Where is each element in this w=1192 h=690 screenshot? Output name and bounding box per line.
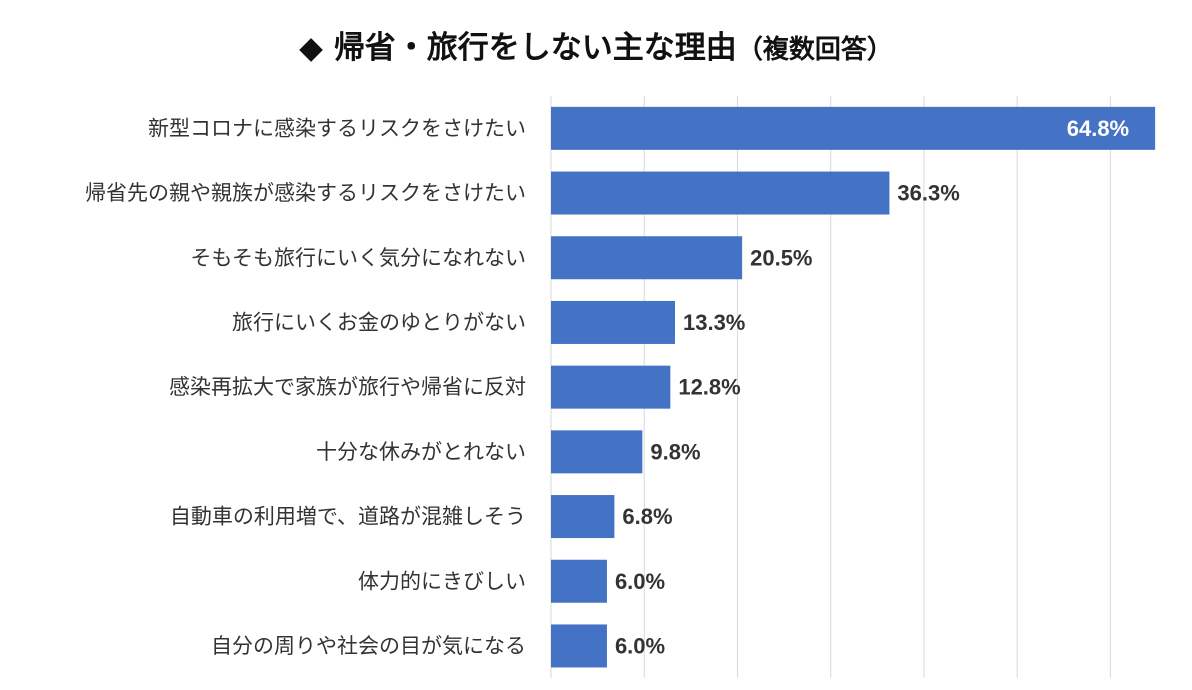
- bar: [551, 495, 615, 539]
- category-label: 自分の周りや社会の目が気になる: [211, 634, 526, 658]
- value-label: 13.3%: [683, 310, 745, 335]
- bar: [551, 624, 607, 668]
- chart-title: ◆ 帰省・旅行をしない主な理由（複数回答）: [0, 22, 1192, 67]
- category-labels: 新型コロナに感染するリスクをさけたい帰省先の親や親族が感染するリスクをさけたいそ…: [85, 116, 526, 658]
- category-label: そもそも旅行にいく気分になれない: [190, 246, 526, 270]
- value-label: 12.8%: [678, 375, 740, 400]
- category-label: 体力的にきびしい: [358, 569, 526, 593]
- value-labels: 64.8% 36.3% 20.5% 13.3% 12.8% 9.8% 6.8% 6.0% 6.0…: [615, 116, 1129, 659]
- value-label: 9.8%: [650, 439, 700, 464]
- category-label: 十分な休みがとれない: [316, 440, 526, 464]
- title-text: 帰省・旅行をしない主な理由: [333, 30, 737, 66]
- title-marker: ◆: [299, 30, 324, 66]
- category-label: 帰省先の親や親族が感染するリスクをさけたい: [85, 181, 526, 205]
- bar: [551, 430, 643, 474]
- category-label: 自動車の利用増で、道路が混雑しそう: [170, 505, 526, 529]
- bar: [551, 106, 1156, 150]
- category-label: 感染再拡大で家族が旅行や帰省に反対: [169, 375, 526, 399]
- value-label: 20.5%: [750, 245, 812, 270]
- value-label: 6.8%: [622, 504, 672, 529]
- bars: [551, 106, 1156, 668]
- category-label: 旅行にいくお金のゆとりがない: [232, 310, 526, 334]
- bar: [551, 559, 607, 603]
- bar: [551, 171, 890, 215]
- bar: [551, 300, 675, 344]
- category-label: 新型コロナに感染するリスクをさけたい: [148, 116, 526, 140]
- value-label: 36.3%: [897, 181, 959, 206]
- bar: [551, 236, 743, 280]
- bar: [551, 365, 671, 409]
- value-label: 6.0%: [615, 569, 665, 594]
- value-label: 6.0%: [615, 633, 665, 658]
- value-label: 64.8%: [1067, 116, 1129, 141]
- chart-subtitle: （複数回答）: [736, 35, 893, 65]
